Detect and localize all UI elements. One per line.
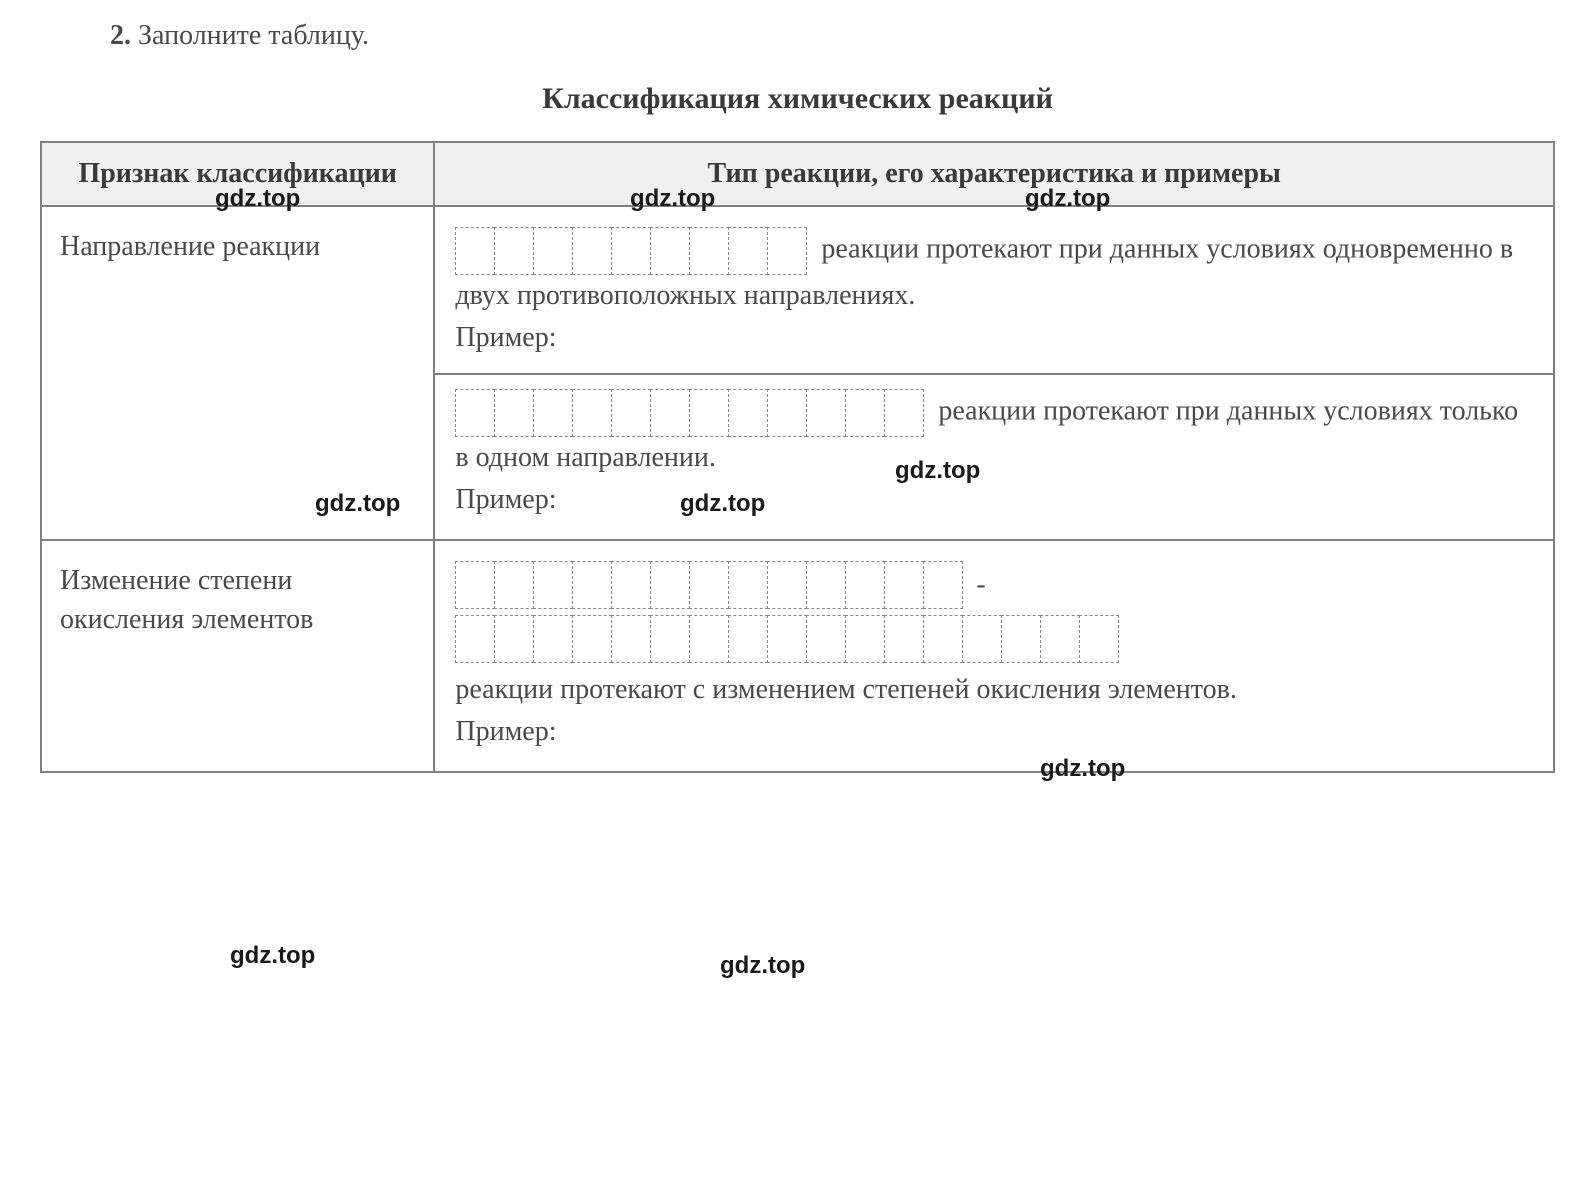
boxes-line: - <box>455 561 1533 609</box>
input-box[interactable] <box>455 615 495 663</box>
input-box[interactable] <box>767 227 807 275</box>
input-box[interactable] <box>650 615 690 663</box>
input-box[interactable] <box>767 389 807 437</box>
input-box[interactable] <box>962 615 1002 663</box>
input-box[interactable] <box>572 389 612 437</box>
input-box[interactable] <box>650 389 690 437</box>
input-box[interactable] <box>572 227 612 275</box>
input-box[interactable] <box>845 389 885 437</box>
input-box[interactable] <box>923 561 963 609</box>
header-left: Признак классификации <box>41 142 434 206</box>
header-right: Тип реакции, его характеристика и пример… <box>434 142 1554 206</box>
input-box[interactable] <box>923 615 963 663</box>
table-row: Направление реакции реакции протекают пр… <box>41 206 1554 540</box>
boxes-line: реакции протекают при данных условиях то… <box>455 389 1533 479</box>
input-box[interactable] <box>1001 615 1041 663</box>
input-box[interactable] <box>728 615 768 663</box>
row-content: реакции протекают при данных условиях од… <box>434 206 1554 540</box>
boxes-line: реакции протекают при данных условиях од… <box>455 227 1533 317</box>
classification-table: Признак классификации Тип реакции, его х… <box>40 141 1555 773</box>
input-box[interactable] <box>533 389 573 437</box>
input-boxes[interactable] <box>455 561 962 609</box>
table-row: Изменение степени окисления элементов - ре… <box>41 540 1554 772</box>
input-box[interactable] <box>845 615 885 663</box>
input-box[interactable] <box>494 389 534 437</box>
input-box[interactable] <box>455 561 495 609</box>
input-box[interactable] <box>611 615 651 663</box>
input-box[interactable] <box>689 615 729 663</box>
reaction-section: реакции протекают при данных условиях од… <box>455 227 1533 359</box>
input-box[interactable] <box>572 615 612 663</box>
input-box[interactable] <box>728 389 768 437</box>
input-box[interactable] <box>572 561 612 609</box>
input-boxes[interactable] <box>455 227 806 275</box>
row-content: - реакции протекают с изменением степеней… <box>434 540 1554 772</box>
watermark: gdz.top <box>720 952 805 980</box>
input-box[interactable] <box>533 615 573 663</box>
watermark: gdz.top <box>230 942 315 970</box>
boxes-line <box>455 615 1533 663</box>
table-title: Классификация химических реакций <box>40 82 1555 116</box>
section-divider <box>435 373 1553 375</box>
input-box[interactable] <box>455 227 495 275</box>
input-box[interactable] <box>728 227 768 275</box>
input-box[interactable] <box>767 615 807 663</box>
input-box[interactable] <box>689 389 729 437</box>
input-box[interactable] <box>728 561 768 609</box>
input-box[interactable] <box>845 561 885 609</box>
input-box[interactable] <box>494 227 534 275</box>
row-label: Изменение степени окисления элементов <box>41 540 434 772</box>
reaction-section: - реакции протекают с изменением степеней… <box>455 561 1533 753</box>
input-box[interactable] <box>533 227 573 275</box>
input-box[interactable] <box>1040 615 1080 663</box>
example-label: Пример: <box>455 317 1533 359</box>
input-box[interactable] <box>611 227 651 275</box>
input-box[interactable] <box>650 227 690 275</box>
input-box[interactable] <box>533 561 573 609</box>
input-boxes[interactable] <box>455 615 1118 663</box>
input-box[interactable] <box>806 561 846 609</box>
reaction-section: реакции протекают при данных условиях то… <box>455 389 1533 521</box>
row-label: Направление реакции <box>41 206 434 540</box>
input-box[interactable] <box>455 389 495 437</box>
section-text: реакции протекают с изменением степеней … <box>455 669 1533 711</box>
input-box[interactable] <box>494 615 534 663</box>
input-box[interactable] <box>689 561 729 609</box>
input-box[interactable] <box>650 561 690 609</box>
task-line: 2. Заполните таблицу. <box>40 20 1555 52</box>
input-box[interactable] <box>611 389 651 437</box>
input-box[interactable] <box>494 561 534 609</box>
input-box[interactable] <box>806 389 846 437</box>
hyphen: - <box>976 564 985 606</box>
page-wrapper: 2. Заполните таблицу. Классификация хими… <box>40 20 1555 773</box>
input-box[interactable] <box>611 561 651 609</box>
task-number: 2. <box>110 20 131 51</box>
input-box[interactable] <box>884 615 924 663</box>
task-text: Заполните таблицу. <box>138 20 369 51</box>
input-box[interactable] <box>884 561 924 609</box>
example-label: Пример: <box>455 711 1533 753</box>
input-boxes[interactable] <box>455 389 923 437</box>
input-box[interactable] <box>767 561 807 609</box>
example-label: Пример: <box>455 479 1533 521</box>
input-box[interactable] <box>689 227 729 275</box>
input-box[interactable] <box>884 389 924 437</box>
input-box[interactable] <box>806 615 846 663</box>
input-box[interactable] <box>1079 615 1119 663</box>
